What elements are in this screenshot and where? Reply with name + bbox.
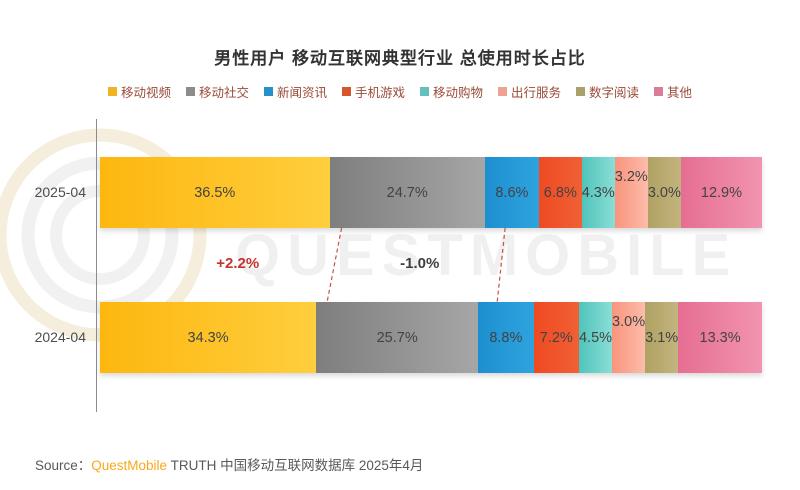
bar-segment-1: 25.7% (316, 302, 479, 373)
legend-label: 新闻资讯 (276, 85, 327, 100)
bar-segment-3: 7.2% (533, 302, 579, 373)
segment-value-label: 4.5% (578, 329, 613, 346)
legend-label: 移动视频 (120, 85, 171, 100)
segment-value-label: 3.2% (614, 168, 648, 185)
bar-segment-7: 13.3% (678, 302, 762, 373)
segment-value-label: 3.0% (647, 184, 681, 201)
bar-segment-1: 24.7% (329, 157, 485, 228)
legend-label: 手机游戏 (354, 85, 405, 100)
bar-segment-0: 34.3% (100, 302, 317, 373)
legend-item-6: 数字阅读 (576, 82, 639, 101)
legend-item-4: 移动购物 (420, 82, 483, 101)
legend-label: 出行服务 (511, 85, 562, 100)
watermark-text: QUESTMOBILE (235, 223, 737, 288)
bar-segment-2: 8.6% (484, 157, 539, 228)
segment-value-label: 3.0% (612, 313, 646, 330)
segment-value-label: 3.1% (645, 329, 679, 346)
legend-swatch-icon (263, 86, 273, 96)
legend-swatch-icon (341, 86, 351, 96)
bar-segment-4: 4.5% (578, 302, 613, 373)
dashed-connector-line (496, 228, 506, 302)
segment-value-label: 25.7% (376, 329, 418, 346)
legend-label: 其他 (667, 85, 693, 100)
y-axis-line (96, 119, 97, 412)
bar-segment-3: 6.8% (538, 157, 582, 228)
legend-swatch-icon (654, 86, 664, 96)
delta-annotation-social: -1.0% (400, 255, 440, 272)
legend-label: 移动购物 (433, 85, 484, 100)
bar-segment-2: 8.8% (478, 302, 534, 373)
legend-swatch-icon (576, 86, 586, 96)
legend-item-3: 手机游戏 (341, 82, 405, 101)
chart-title: 男性用户 移动互联网典型行业 总使用时长占比 (214, 49, 586, 68)
segment-value-label: 8.6% (495, 184, 529, 201)
segment-value-label: 12.9% (700, 184, 743, 201)
segment-value-label: 34.3% (187, 329, 229, 346)
legend-label: 移动社交 (198, 85, 249, 100)
legend-label: 数字阅读 (589, 85, 640, 100)
legend-swatch-icon (107, 86, 117, 96)
bar-segment-6: 3.0% (647, 157, 681, 228)
bar-segment-7: 12.9% (680, 157, 763, 228)
source-rest: TRUTH 中国移动互联网数据库 2025年4月 (167, 458, 424, 473)
stacked-bar-2024-04: 34.3% 25.7% 8.8% 7.2% 4.5% 3.0% 3.1% 13.3% (100, 302, 762, 373)
legend: 移动视频 移动社交 新闻资讯 手机游戏 移动购物 出行服务 数字阅读 其他 (0, 82, 800, 101)
legend-item-5: 出行服务 (498, 82, 561, 101)
segment-value-label: 13.3% (699, 329, 741, 346)
segment-value-label: 4.3% (581, 184, 615, 201)
legend-swatch-icon (185, 86, 195, 96)
source-prefix: Source： (35, 458, 92, 473)
segment-value-label: 36.5% (194, 184, 236, 201)
legend-swatch-icon (420, 86, 429, 96)
bar-segment-5: 3.0% (612, 302, 646, 373)
connector-dashed-lines (326, 228, 506, 302)
bar-segment-4: 4.3% (581, 157, 615, 228)
legend-item-2: 新闻资讯 (263, 82, 327, 101)
bar-segment-0: 36.5% (100, 157, 330, 228)
segment-value-label: 6.8% (543, 184, 577, 201)
delta-annotation-video: +2.2% (216, 255, 260, 272)
segment-value-label: 24.7% (386, 184, 428, 201)
dashed-connector-line (326, 228, 343, 302)
axis-label-2025-04: 2025-04 (34, 184, 86, 200)
bar-segment-5: 3.2% (614, 157, 648, 228)
stacked-bar-2025-04: 36.5% 24.7% 8.6% 6.8% 4.3% 3.2% 3.0% 12.9% (100, 157, 763, 228)
legend-item-0: 移动视频 (107, 82, 171, 101)
legend-swatch-icon (498, 86, 508, 96)
segment-value-label: 7.2% (539, 329, 573, 346)
axis-label-2024-04: 2024-04 (34, 329, 86, 345)
bar-segment-6: 3.1% (645, 302, 679, 373)
legend-item-7: 其他 (654, 82, 692, 101)
segment-value-label: 8.8% (489, 329, 523, 346)
source-brand: QuestMobile (91, 458, 168, 473)
legend-item-1: 移动社交 (185, 82, 249, 101)
connector-area: +2.2% -1.0% (100, 228, 762, 302)
source-line: Source：QuestMobile TRUTH 中国移动互联网数据库 2025… (35, 454, 423, 474)
